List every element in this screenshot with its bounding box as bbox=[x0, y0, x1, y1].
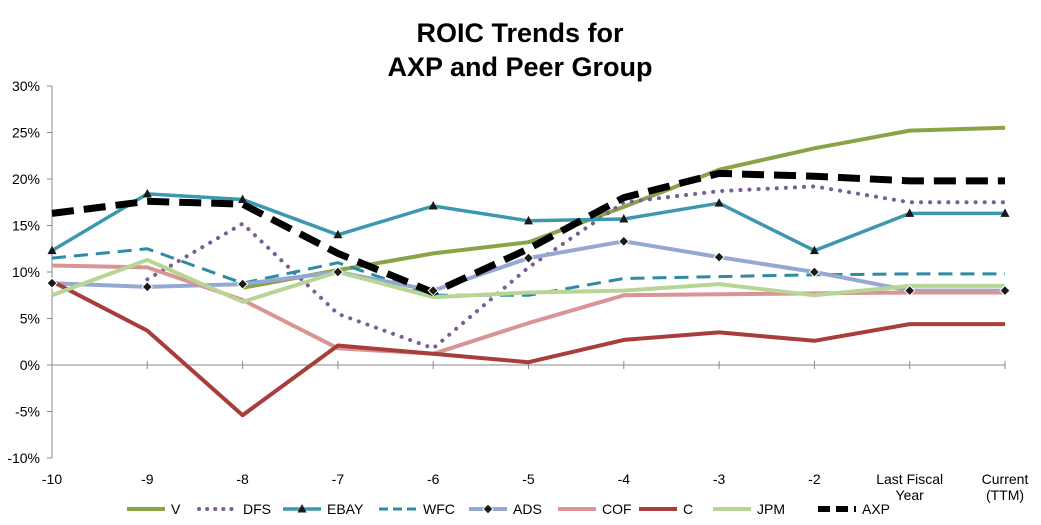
x-tick-label: Current bbox=[982, 471, 1029, 487]
point-ebay bbox=[428, 200, 438, 210]
y-tick-label: 30% bbox=[12, 78, 40, 94]
series-markers bbox=[46, 188, 1011, 297]
point-ebay bbox=[1000, 208, 1010, 217]
legend-item-v: V bbox=[127, 501, 181, 517]
x-tick-label: (TTM) bbox=[986, 487, 1024, 503]
legend-item-wfc: WFC bbox=[379, 501, 455, 517]
y-tick-label: -5% bbox=[15, 404, 40, 420]
x-tick-label: -5 bbox=[522, 471, 535, 487]
axes: 30% 25% 20% 15% 10% 5% 0% -5% -10%-10 -9 -8 -7 -6 -5 -… bbox=[7, 78, 1028, 503]
legend-label: WFC bbox=[423, 501, 455, 517]
point-ads bbox=[427, 284, 439, 297]
x-tick-label: -3 bbox=[713, 471, 726, 487]
point-ads bbox=[713, 251, 725, 263]
series-line-c bbox=[51, 279, 1005, 418]
legend-marker bbox=[482, 503, 494, 515]
x-tick-label: -9 bbox=[141, 471, 154, 487]
legend-marker bbox=[297, 504, 307, 513]
x-tick-label: -10 bbox=[42, 471, 62, 487]
point-ads bbox=[332, 266, 344, 278]
x-tick-label: -6 bbox=[427, 471, 440, 487]
point-ads bbox=[618, 235, 630, 248]
x-tick-label: Year bbox=[896, 487, 925, 503]
point-ebay bbox=[714, 198, 724, 207]
x-tick-label: -4 bbox=[618, 471, 631, 487]
point-ebay bbox=[142, 188, 152, 198]
point-ads bbox=[808, 266, 821, 278]
x-tick-label: -2 bbox=[808, 471, 821, 487]
point-ads bbox=[522, 252, 535, 264]
point-ads bbox=[999, 284, 1011, 297]
point-ebay bbox=[809, 245, 819, 255]
legend-item-ebay: EBAY bbox=[283, 501, 364, 517]
point-ads bbox=[236, 278, 249, 290]
legend-item-ads: ADS bbox=[469, 501, 542, 517]
legend-label: ADS bbox=[513, 501, 542, 517]
point-ebay bbox=[333, 229, 343, 239]
point-ebay bbox=[238, 194, 248, 203]
point-ebay bbox=[524, 215, 533, 225]
legend-item-cof: COF bbox=[558, 501, 632, 517]
x-tick-label: -7 bbox=[332, 471, 345, 487]
legend-label: AXP bbox=[862, 501, 890, 517]
point-ebay bbox=[47, 245, 57, 255]
legend-item-jpm: JPM bbox=[713, 501, 785, 517]
point-ads bbox=[46, 277, 58, 289]
y-tick-label: 20% bbox=[12, 171, 40, 187]
point-ads bbox=[141, 281, 154, 293]
legend-label: C bbox=[683, 501, 693, 517]
y-tick-label: 10% bbox=[12, 264, 40, 280]
series-lines bbox=[51, 125, 1007, 418]
series-line-jpm bbox=[51, 257, 1005, 304]
series-line-axp bbox=[51, 169, 1005, 296]
series-line-wfc bbox=[51, 247, 1005, 297]
chart-title-line-2: AXP and Peer Group bbox=[387, 52, 652, 82]
y-tick-label: -10% bbox=[7, 450, 40, 466]
legend-label: DFS bbox=[243, 501, 271, 517]
legend-label: EBAY bbox=[327, 501, 364, 517]
y-tick-label: 15% bbox=[12, 218, 40, 234]
point-ads bbox=[903, 284, 916, 297]
legend-label: COF bbox=[602, 501, 632, 517]
x-tick-label: -8 bbox=[236, 471, 249, 487]
legend-label: JPM bbox=[757, 501, 785, 517]
point-ebay bbox=[619, 213, 629, 223]
legend-label: V bbox=[171, 501, 181, 517]
x-tick-label: Last Fiscal bbox=[876, 471, 943, 487]
legend-item-dfs: DFS bbox=[197, 501, 271, 517]
legend: V DFS EBAY WFC ADS COF C JPM AXP bbox=[127, 501, 890, 517]
y-tick-label: 0% bbox=[20, 357, 40, 373]
legend-item-axp: AXP bbox=[818, 501, 890, 517]
chart-title-line-1: ROIC Trends for bbox=[416, 18, 624, 48]
legend-item-c: C bbox=[639, 501, 693, 517]
y-tick-label: 25% bbox=[12, 125, 40, 141]
y-tick-label: 5% bbox=[20, 311, 40, 327]
point-ebay bbox=[905, 208, 915, 217]
